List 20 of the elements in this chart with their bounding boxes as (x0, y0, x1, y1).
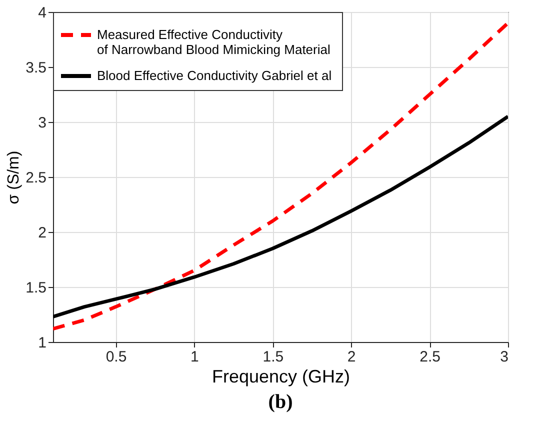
y-tick-label: 3.5 (26, 60, 46, 76)
x-tick-label: 2.5 (420, 348, 440, 366)
y-axis-title: σ (S/m) (6, 150, 23, 204)
y-tick-label: 3 (38, 114, 46, 132)
legend-label: Measured Effective Conductivity of Narrowband Blood Mimicking Material (97, 27, 330, 57)
line-series (53, 114, 508, 318)
y-tick-label: 2 (38, 224, 46, 242)
line-series (53, 21, 508, 331)
y-tick-label: 1.5 (26, 280, 46, 296)
y-tick-label: 2.5 (26, 170, 46, 186)
text: (b) (268, 391, 293, 413)
x-tick-label: 0.5 (106, 348, 127, 366)
x-tick-label: 3 (500, 348, 508, 366)
legend-label: Blood Effective Conductivity Gabriel et al (97, 68, 332, 83)
x-axis-title: Frequency (GHz) (212, 366, 350, 386)
x-tick-label: 1 (190, 348, 199, 366)
x-tick-label: 2 (347, 348, 356, 366)
y-tick-label: 1 (38, 334, 46, 352)
x-tick-label: 1.5 (262, 348, 284, 366)
y-tick-label: 4 (38, 4, 46, 22)
